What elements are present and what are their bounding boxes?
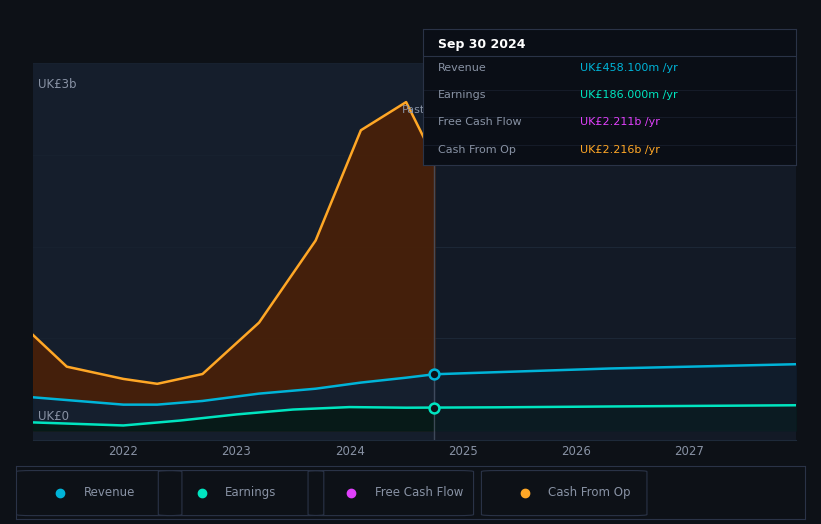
- Text: Earnings: Earnings: [438, 90, 486, 100]
- Text: Sep 30 2024: Sep 30 2024: [438, 38, 525, 51]
- Text: UK£458.100m /yr: UK£458.100m /yr: [580, 63, 677, 73]
- Text: Revenue: Revenue: [438, 63, 487, 73]
- Text: UK£2.216b /yr: UK£2.216b /yr: [580, 145, 659, 155]
- Text: UK£2.211b /yr: UK£2.211b /yr: [580, 117, 659, 127]
- Text: Past: Past: [402, 105, 425, 115]
- Text: Free Cash Flow: Free Cash Flow: [438, 117, 521, 127]
- Text: Cash From Op: Cash From Op: [548, 486, 631, 499]
- Text: Earnings: Earnings: [225, 486, 277, 499]
- Point: [428, 155, 441, 163]
- Text: UK£0: UK£0: [39, 410, 70, 423]
- Text: UK£3b: UK£3b: [39, 78, 77, 91]
- Text: Free Cash Flow: Free Cash Flow: [375, 486, 463, 499]
- Text: Revenue: Revenue: [84, 486, 135, 499]
- Text: UK£186.000m /yr: UK£186.000m /yr: [580, 90, 677, 100]
- Point: [428, 403, 441, 412]
- Point: [428, 370, 441, 378]
- Text: Analysts Forecasts: Analysts Forecasts: [443, 105, 547, 115]
- Text: Cash From Op: Cash From Op: [438, 145, 516, 155]
- Bar: [33, 63, 434, 440]
